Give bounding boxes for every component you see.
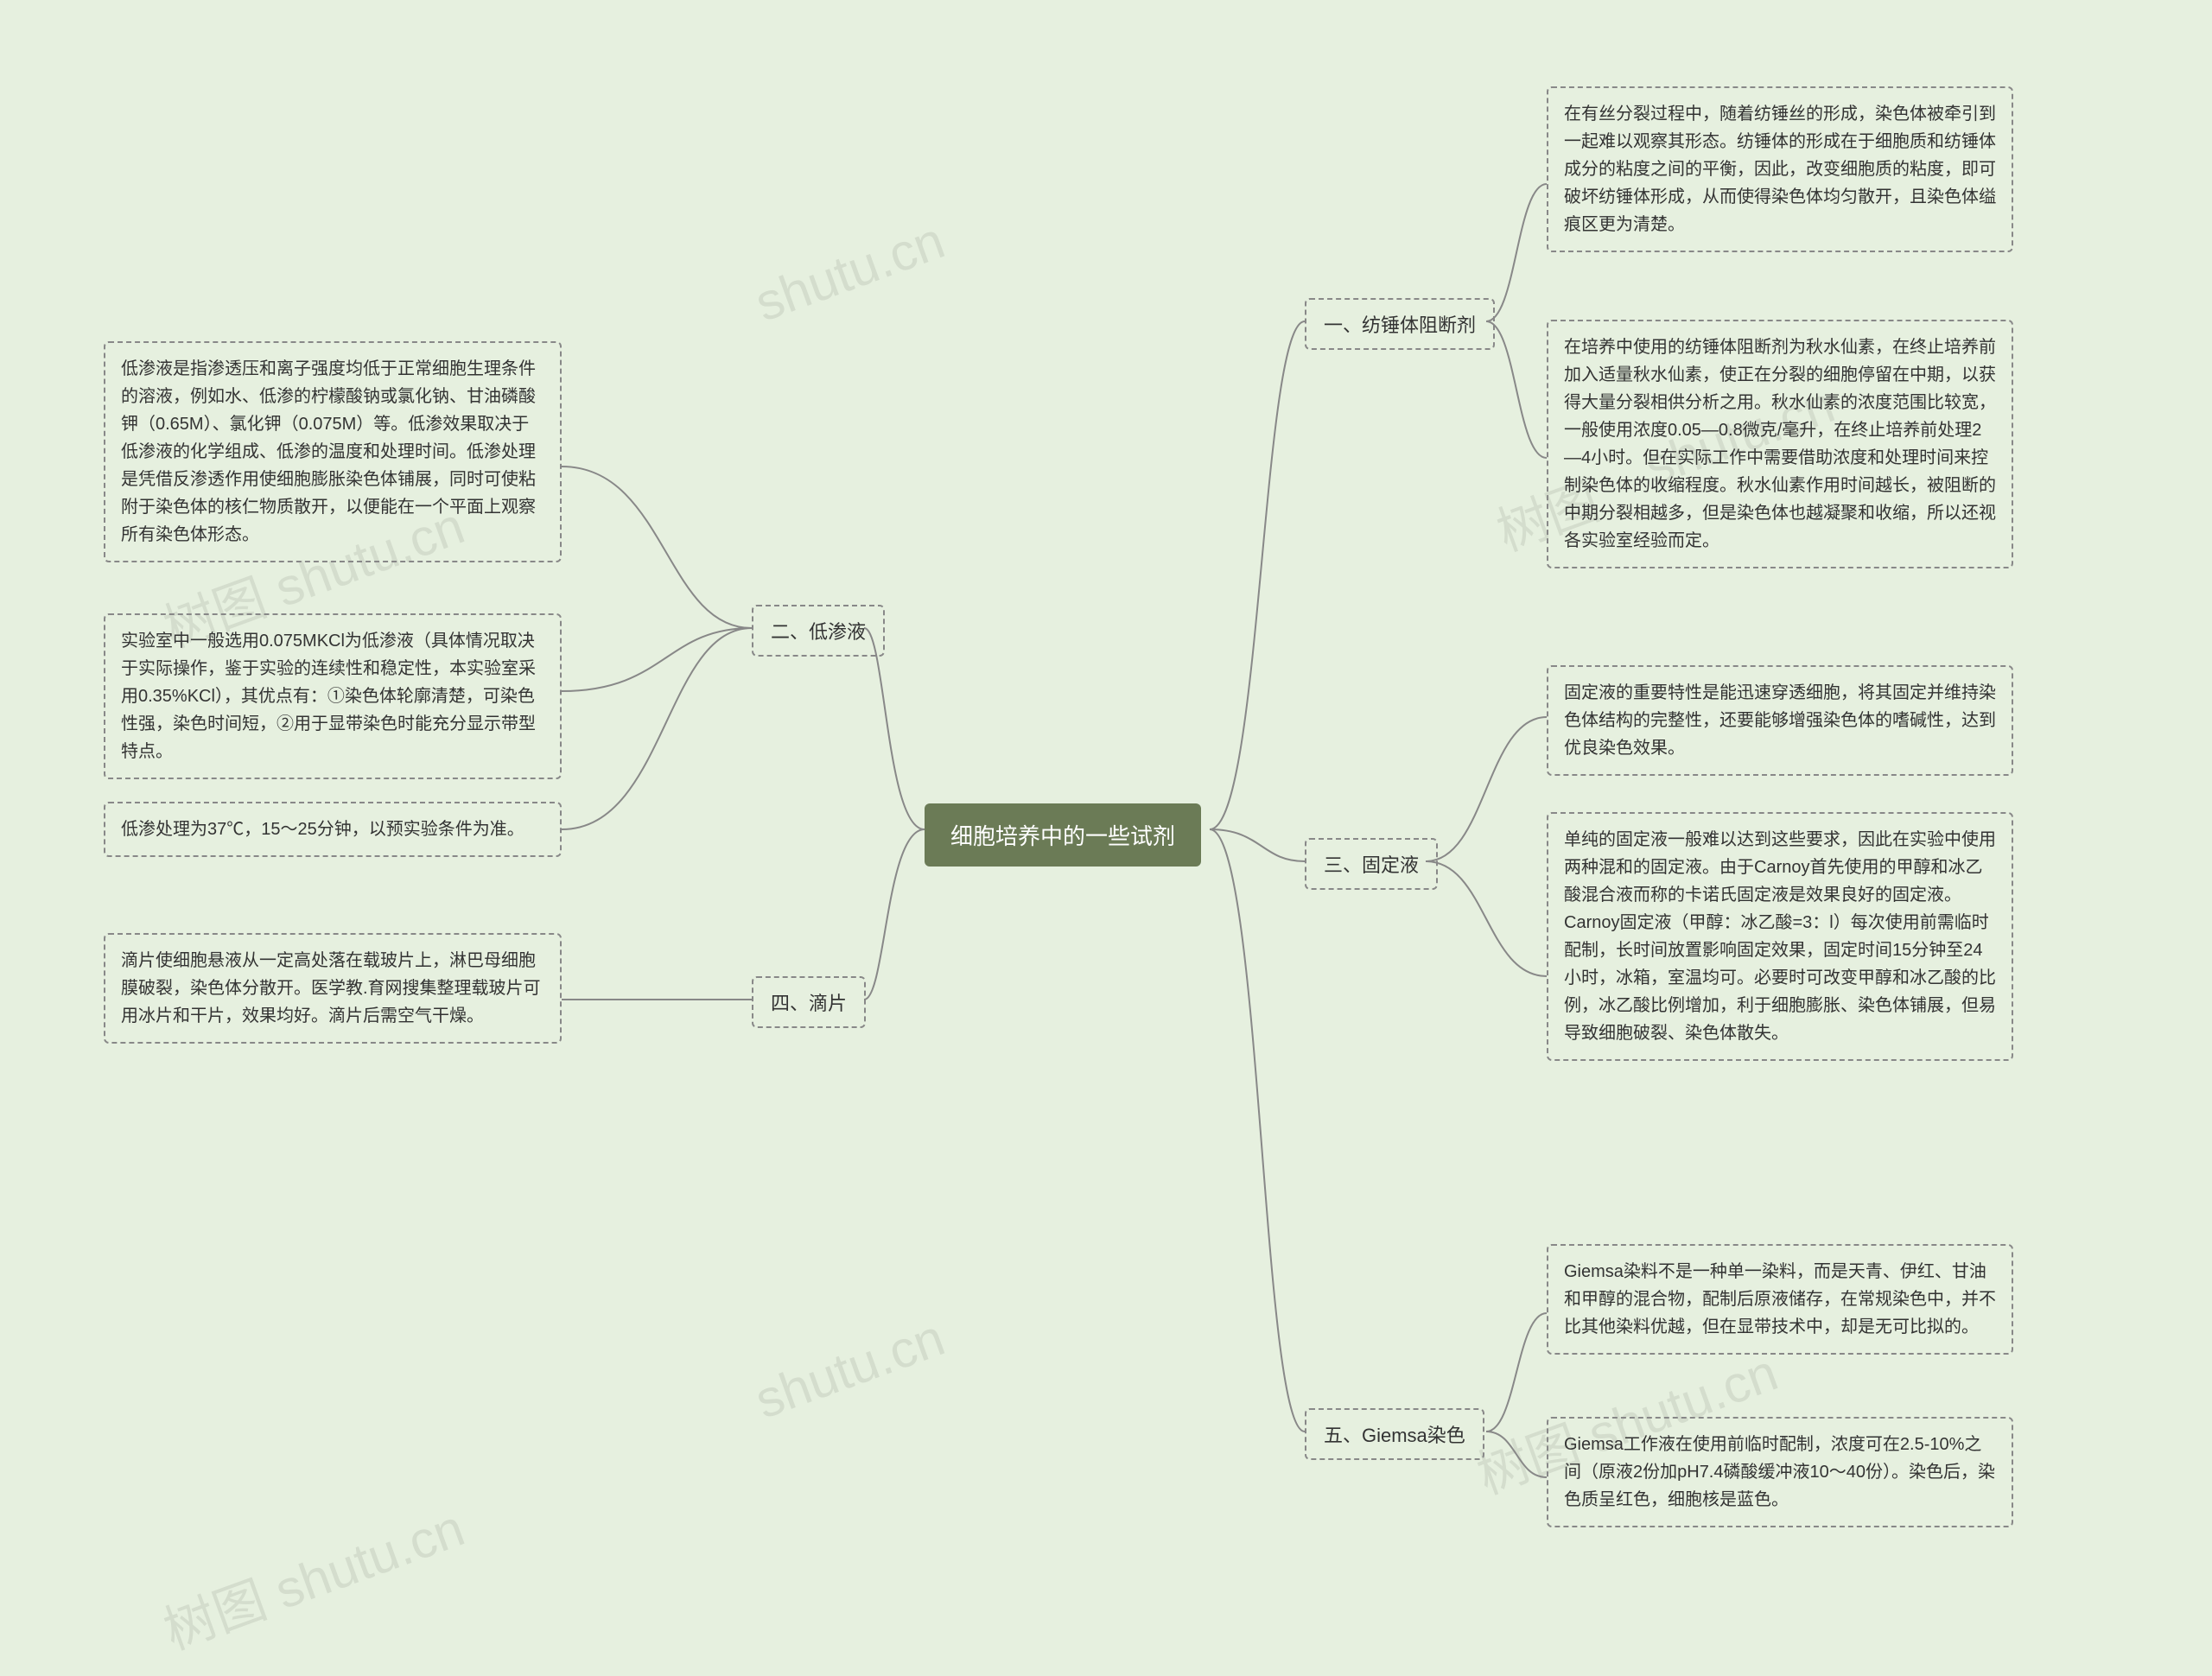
branch-three[interactable]: 三、固定液 bbox=[1305, 838, 1438, 890]
branch-one[interactable]: 一、纺锤体阻断剂 bbox=[1305, 298, 1495, 350]
connector bbox=[562, 467, 752, 628]
connector bbox=[1486, 1432, 1547, 1477]
connector bbox=[864, 829, 925, 1000]
connector bbox=[1210, 321, 1305, 829]
branch-five[interactable]: 五、Giemsa染色 bbox=[1305, 1408, 1484, 1460]
leaf-two-b[interactable]: 实验室中一般选用0.075MKCl为低渗液（具体情况取决于实际操作，鉴于实验的连… bbox=[104, 613, 562, 779]
leaf-one-b[interactable]: 在培养中使用的纺锤体阻断剂为秋水仙素，在终止培养前加入适量秋水仙素，使正在分裂的… bbox=[1547, 320, 2013, 568]
leaf-three-a[interactable]: 固定液的重要特性是能迅速穿透细胞，将其固定并维持染色体结构的完整性，还要能够增强… bbox=[1547, 665, 2013, 776]
leaf-five-b[interactable]: Giemsa工作液在使用前临时配制，浓度可在2.5-10%之间（原液2份加pH7… bbox=[1547, 1417, 2013, 1527]
leaf-two-c[interactable]: 低渗处理为37℃，15～25分钟，以预实验条件为准。 bbox=[104, 802, 562, 857]
branch-two[interactable]: 二、低渗液 bbox=[752, 605, 885, 657]
watermark: shutu.cn bbox=[747, 210, 952, 333]
watermark: 树图 shutu.cn bbox=[152, 1486, 473, 1664]
mindmap-center[interactable]: 细胞培养中的一些试剂 bbox=[925, 803, 1201, 867]
connector bbox=[1486, 321, 1547, 458]
connector bbox=[1426, 717, 1547, 861]
connector bbox=[562, 628, 752, 691]
leaf-two-a[interactable]: 低渗液是指渗透压和离子强度均低于正常细胞生理条件的溶液，例如水、低渗的柠檬酸钠或… bbox=[104, 341, 562, 562]
connector bbox=[1486, 184, 1547, 321]
connector bbox=[1210, 829, 1305, 1432]
connector bbox=[562, 628, 752, 829]
leaf-five-a[interactable]: Giemsa染料不是一种单一染料，而是天青、伊红、甘油和甲醇的混合物，配制后原液… bbox=[1547, 1244, 2013, 1355]
branch-four[interactable]: 四、滴片 bbox=[752, 976, 866, 1028]
watermark: shutu.cn bbox=[747, 1307, 952, 1430]
connector bbox=[1210, 829, 1305, 861]
connector bbox=[1426, 861, 1547, 976]
connector bbox=[1486, 1313, 1547, 1432]
connector bbox=[864, 628, 925, 829]
leaf-four-a[interactable]: 滴片使细胞悬液从一定高处落在载玻片上，淋巴母细胞膜破裂，染色体分散开。医学教.育… bbox=[104, 933, 562, 1044]
leaf-one-a[interactable]: 在有丝分裂过程中，随着纺锤丝的形成，染色体被牵引到一起难以观察其形态。纺锤体的形… bbox=[1547, 86, 2013, 252]
leaf-three-b[interactable]: 单纯的固定液一般难以达到这些要求，因此在实验中使用两种混和的固定液。由于Carn… bbox=[1547, 812, 2013, 1061]
